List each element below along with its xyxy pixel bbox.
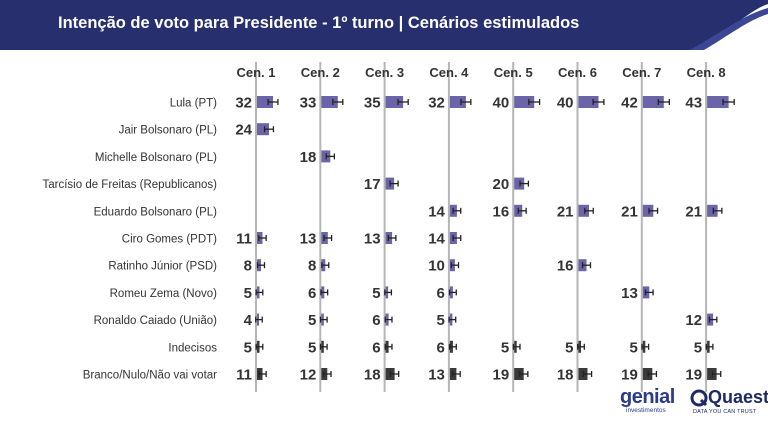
data-label: 8 — [308, 258, 316, 275]
scenario-header: Cen. 3 — [365, 65, 404, 80]
data-label: 18 — [557, 367, 574, 384]
data-label: 21 — [621, 203, 638, 220]
data-label: 13 — [300, 231, 317, 248]
bar — [514, 177, 525, 190]
data-label: 12 — [300, 367, 317, 384]
data-label: 19 — [621, 367, 638, 384]
bar — [642, 204, 654, 217]
data-label: 5 — [308, 312, 316, 329]
row-label: Ronaldo Caiado (União) — [94, 315, 218, 327]
data-label: 43 — [685, 95, 702, 112]
bar — [578, 204, 589, 217]
row-label: Ratinho Júnior (PSD) — [108, 261, 217, 273]
page-title: Intenção de voto para Presidente - 1º tu… — [58, 14, 580, 32]
data-label: 18 — [364, 367, 381, 384]
row-label: Branco/Nulo/Não vai votar — [83, 370, 217, 382]
data-label: 17 — [364, 176, 381, 193]
data-label: 6 — [437, 285, 445, 302]
data-label: 33 — [300, 95, 317, 112]
scenario-header: Cen. 7 — [622, 65, 661, 80]
data-label: 12 — [685, 312, 702, 329]
data-label: 5 — [244, 285, 252, 302]
data-label: 5 — [437, 312, 445, 329]
data-label: 32 — [428, 95, 445, 112]
data-label: 16 — [493, 203, 510, 220]
row-label: Tarcísio de Freitas (Republicanos) — [43, 179, 218, 191]
data-label: 11 — [236, 367, 252, 384]
row-label: Lula (PT) — [170, 98, 217, 110]
data-label: 40 — [557, 95, 574, 112]
data-label: 5 — [372, 285, 380, 302]
data-label: 14 — [428, 231, 445, 248]
quaest-logo-name: Quaest — [708, 387, 768, 407]
data-label: 21 — [685, 203, 702, 220]
bar — [257, 96, 273, 108]
bar — [449, 96, 466, 108]
data-label: 5 — [244, 339, 252, 356]
row-label: Michelle Bolsonaro (PL) — [95, 152, 217, 164]
data-label: 6 — [308, 285, 316, 302]
data-label: 5 — [694, 339, 702, 356]
data-label: 5 — [501, 339, 509, 356]
data-label: 35 — [364, 95, 381, 112]
header-banner: Intenção de voto para Presidente - 1º tu… — [0, 0, 768, 50]
data-label: 19 — [493, 367, 510, 384]
row-label: Ciro Gomes (PDT) — [122, 234, 217, 246]
row-label: Eduardo Bolsonaro (PL) — [94, 206, 218, 218]
data-label: 10 — [428, 258, 445, 275]
data-label: 40 — [493, 95, 510, 112]
data-label: 16 — [557, 258, 574, 275]
row-label: Indecisos — [168, 342, 217, 354]
scenario-header: Cen. 8 — [687, 65, 726, 80]
data-label: 14 — [428, 203, 445, 220]
row-label: Romeu Zema (Novo) — [110, 288, 218, 300]
scenario-header: Cen. 1 — [236, 65, 275, 80]
data-label: 24 — [235, 122, 252, 139]
data-label: 6 — [372, 312, 380, 329]
data-label: 4 — [244, 312, 253, 329]
data-label: 6 — [372, 339, 380, 356]
data-label: 13 — [364, 231, 381, 248]
header-background — [0, 0, 768, 50]
quaest-logo-sub: DATA YOU CAN TRUST — [693, 409, 757, 415]
data-label: 13 — [621, 285, 638, 302]
quaest-logo: Quaest DATA YOU CAN TRUST — [690, 386, 768, 420]
data-label: 13 — [428, 367, 445, 384]
bar — [321, 96, 338, 108]
genial-logo: genial investimentos — [620, 386, 682, 420]
scenario-header: Cen. 6 — [558, 65, 597, 80]
data-label: 21 — [557, 203, 574, 220]
data-label: 19 — [685, 367, 702, 384]
genial-logo-name: genial — [620, 386, 675, 408]
scenario-header: Cen. 5 — [494, 65, 533, 80]
bar — [707, 204, 718, 217]
bar — [385, 96, 404, 108]
quaest-logo-icon — [690, 389, 708, 407]
data-label: 11 — [236, 231, 252, 248]
data-label: 5 — [308, 339, 316, 356]
data-label: 5 — [629, 339, 637, 356]
scenario-header: Cen. 4 — [429, 65, 469, 80]
data-label: 20 — [493, 176, 510, 193]
data-label: 8 — [244, 258, 252, 275]
data-label: 5 — [565, 339, 573, 356]
data-label: 18 — [300, 149, 317, 166]
scenario-header: Cen. 2 — [301, 65, 340, 80]
data-label: 32 — [235, 95, 252, 112]
genial-logo-sub: investimentos — [626, 407, 666, 414]
data-label: 6 — [437, 339, 445, 356]
row-label: Jair Bolsonaro (PL) — [119, 125, 218, 137]
bar — [257, 123, 269, 136]
data-label: 42 — [621, 95, 638, 112]
